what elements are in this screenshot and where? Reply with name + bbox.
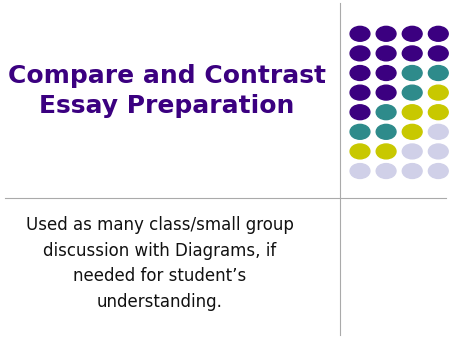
Circle shape xyxy=(350,46,370,61)
Circle shape xyxy=(376,26,396,41)
Text: Compare and Contrast
Essay Preparation: Compare and Contrast Essay Preparation xyxy=(8,65,325,118)
Circle shape xyxy=(350,144,370,159)
Circle shape xyxy=(350,124,370,139)
Circle shape xyxy=(402,105,422,120)
Circle shape xyxy=(350,85,370,100)
Circle shape xyxy=(376,46,396,61)
Circle shape xyxy=(350,164,370,178)
Circle shape xyxy=(376,105,396,120)
Circle shape xyxy=(376,164,396,178)
Circle shape xyxy=(350,66,370,80)
Circle shape xyxy=(428,26,448,41)
Circle shape xyxy=(402,144,422,159)
Circle shape xyxy=(350,105,370,120)
Circle shape xyxy=(376,66,396,80)
Circle shape xyxy=(428,66,448,80)
Circle shape xyxy=(428,164,448,178)
Circle shape xyxy=(428,124,448,139)
Circle shape xyxy=(428,144,448,159)
Circle shape xyxy=(402,46,422,61)
Text: Used as many class/small group
discussion with Diagrams, if
needed for student’s: Used as many class/small group discussio… xyxy=(26,216,294,311)
Circle shape xyxy=(428,105,448,120)
Circle shape xyxy=(402,85,422,100)
Circle shape xyxy=(350,26,370,41)
Circle shape xyxy=(376,124,396,139)
Circle shape xyxy=(402,164,422,178)
Circle shape xyxy=(428,85,448,100)
Circle shape xyxy=(376,85,396,100)
Circle shape xyxy=(402,66,422,80)
Circle shape xyxy=(376,144,396,159)
Circle shape xyxy=(402,124,422,139)
Circle shape xyxy=(428,46,448,61)
Circle shape xyxy=(402,26,422,41)
